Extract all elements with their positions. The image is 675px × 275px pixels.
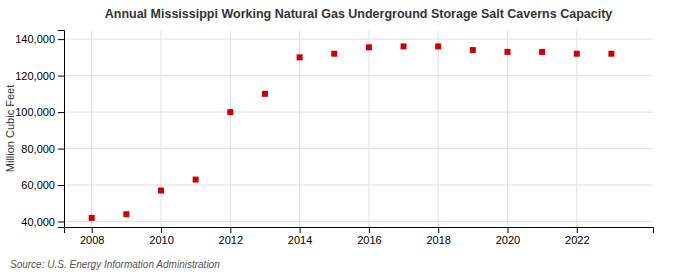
tick-mark xyxy=(58,76,64,77)
tick: 2012 xyxy=(219,227,243,246)
grid-line-x xyxy=(91,30,92,227)
grid-line-x xyxy=(230,30,231,227)
grid-line-y xyxy=(64,221,653,222)
point xyxy=(435,43,441,49)
tick-label: 2014 xyxy=(288,234,312,246)
axis-line xyxy=(65,228,654,234)
tick-mark xyxy=(230,227,231,233)
tick: 2008 xyxy=(80,227,104,246)
tick-label: 2008 xyxy=(80,234,104,246)
tick: 100,000 xyxy=(15,106,64,118)
tick-mark xyxy=(507,227,508,233)
chart-svg: 2008 2010 2012 2014 2016 2018 2020 2022 40,000 60… xyxy=(0,0,675,275)
point xyxy=(366,44,372,50)
axis-line xyxy=(58,31,65,228)
tick: 2010 xyxy=(149,227,173,246)
tick-label: 2012 xyxy=(219,234,243,246)
annotation: Source: U.S. Energy Information Administ… xyxy=(10,259,220,270)
x-axis: 2008 2010 2012 2014 2016 2018 2020 2022 xyxy=(65,227,654,246)
tick: 120,000 xyxy=(15,70,64,82)
tick-label: 120,000 xyxy=(15,70,55,82)
tick-label: 2010 xyxy=(149,234,173,246)
grid-line-x xyxy=(438,30,439,227)
plot: 2008 2010 2012 2014 2016 2018 2020 2022 40,000 60… xyxy=(15,30,653,246)
tick-label: 2016 xyxy=(357,234,381,246)
tick-label: 2022 xyxy=(565,234,589,246)
grid-line-x xyxy=(576,30,577,227)
tick-mark xyxy=(300,227,301,233)
y-axis-title: Million Cubic Feet xyxy=(4,85,16,172)
grid-line-x xyxy=(161,30,162,227)
point xyxy=(574,51,580,57)
tick-mark xyxy=(58,112,64,113)
point xyxy=(470,47,476,53)
title: Annual Mississippi Working Natural Gas U… xyxy=(105,7,613,21)
chart-container: 2008 2010 2012 2014 2016 2018 2020 2022 40,000 60… xyxy=(0,0,675,275)
tick-mark xyxy=(369,227,370,233)
grid-line-y xyxy=(64,112,653,113)
tick-mark xyxy=(58,222,64,223)
grid-line-y xyxy=(64,148,653,149)
tick-mark xyxy=(58,185,64,186)
point xyxy=(89,215,95,221)
grid-line-y xyxy=(64,75,653,76)
point xyxy=(123,211,129,217)
tick-mark xyxy=(58,149,64,150)
tick-label: 60,000 xyxy=(21,179,55,191)
point xyxy=(262,91,268,97)
tick: 60,000 xyxy=(21,179,64,191)
tick: 2014 xyxy=(288,227,312,246)
tick-label: 80,000 xyxy=(21,143,55,155)
tick-label: 100,000 xyxy=(15,106,55,118)
point xyxy=(227,109,233,115)
point xyxy=(193,177,199,183)
y-axis: 40,000 60,000 80,000 100,000 120,000 140,000 xyxy=(15,31,64,228)
point xyxy=(158,188,164,194)
tick: 140,000 xyxy=(15,33,64,45)
point xyxy=(331,51,337,57)
tick: 2016 xyxy=(357,227,381,246)
tick-mark xyxy=(577,227,578,233)
tick: 40,000 xyxy=(21,216,64,228)
grid-line-y xyxy=(64,185,653,186)
grid-line-x xyxy=(368,30,369,227)
tick-label: 2020 xyxy=(496,234,520,246)
point xyxy=(608,51,614,57)
tick-mark xyxy=(161,227,162,233)
grid-line-x xyxy=(507,30,508,227)
point xyxy=(297,54,303,60)
grid xyxy=(64,30,653,227)
point xyxy=(401,43,407,49)
tick: 80,000 xyxy=(21,143,64,155)
grid-line-y xyxy=(64,39,653,40)
tick: 2020 xyxy=(496,227,520,246)
tick: 2022 xyxy=(565,227,589,246)
point xyxy=(539,49,545,55)
points xyxy=(89,43,615,220)
tick-label: 2018 xyxy=(426,234,450,246)
tick-label: 40,000 xyxy=(21,216,55,228)
point xyxy=(504,49,510,55)
tick-mark xyxy=(92,227,93,233)
tick-label: 140,000 xyxy=(15,33,55,45)
tick: 2018 xyxy=(426,227,450,246)
tick-mark xyxy=(58,39,64,40)
tick-mark xyxy=(438,227,439,233)
